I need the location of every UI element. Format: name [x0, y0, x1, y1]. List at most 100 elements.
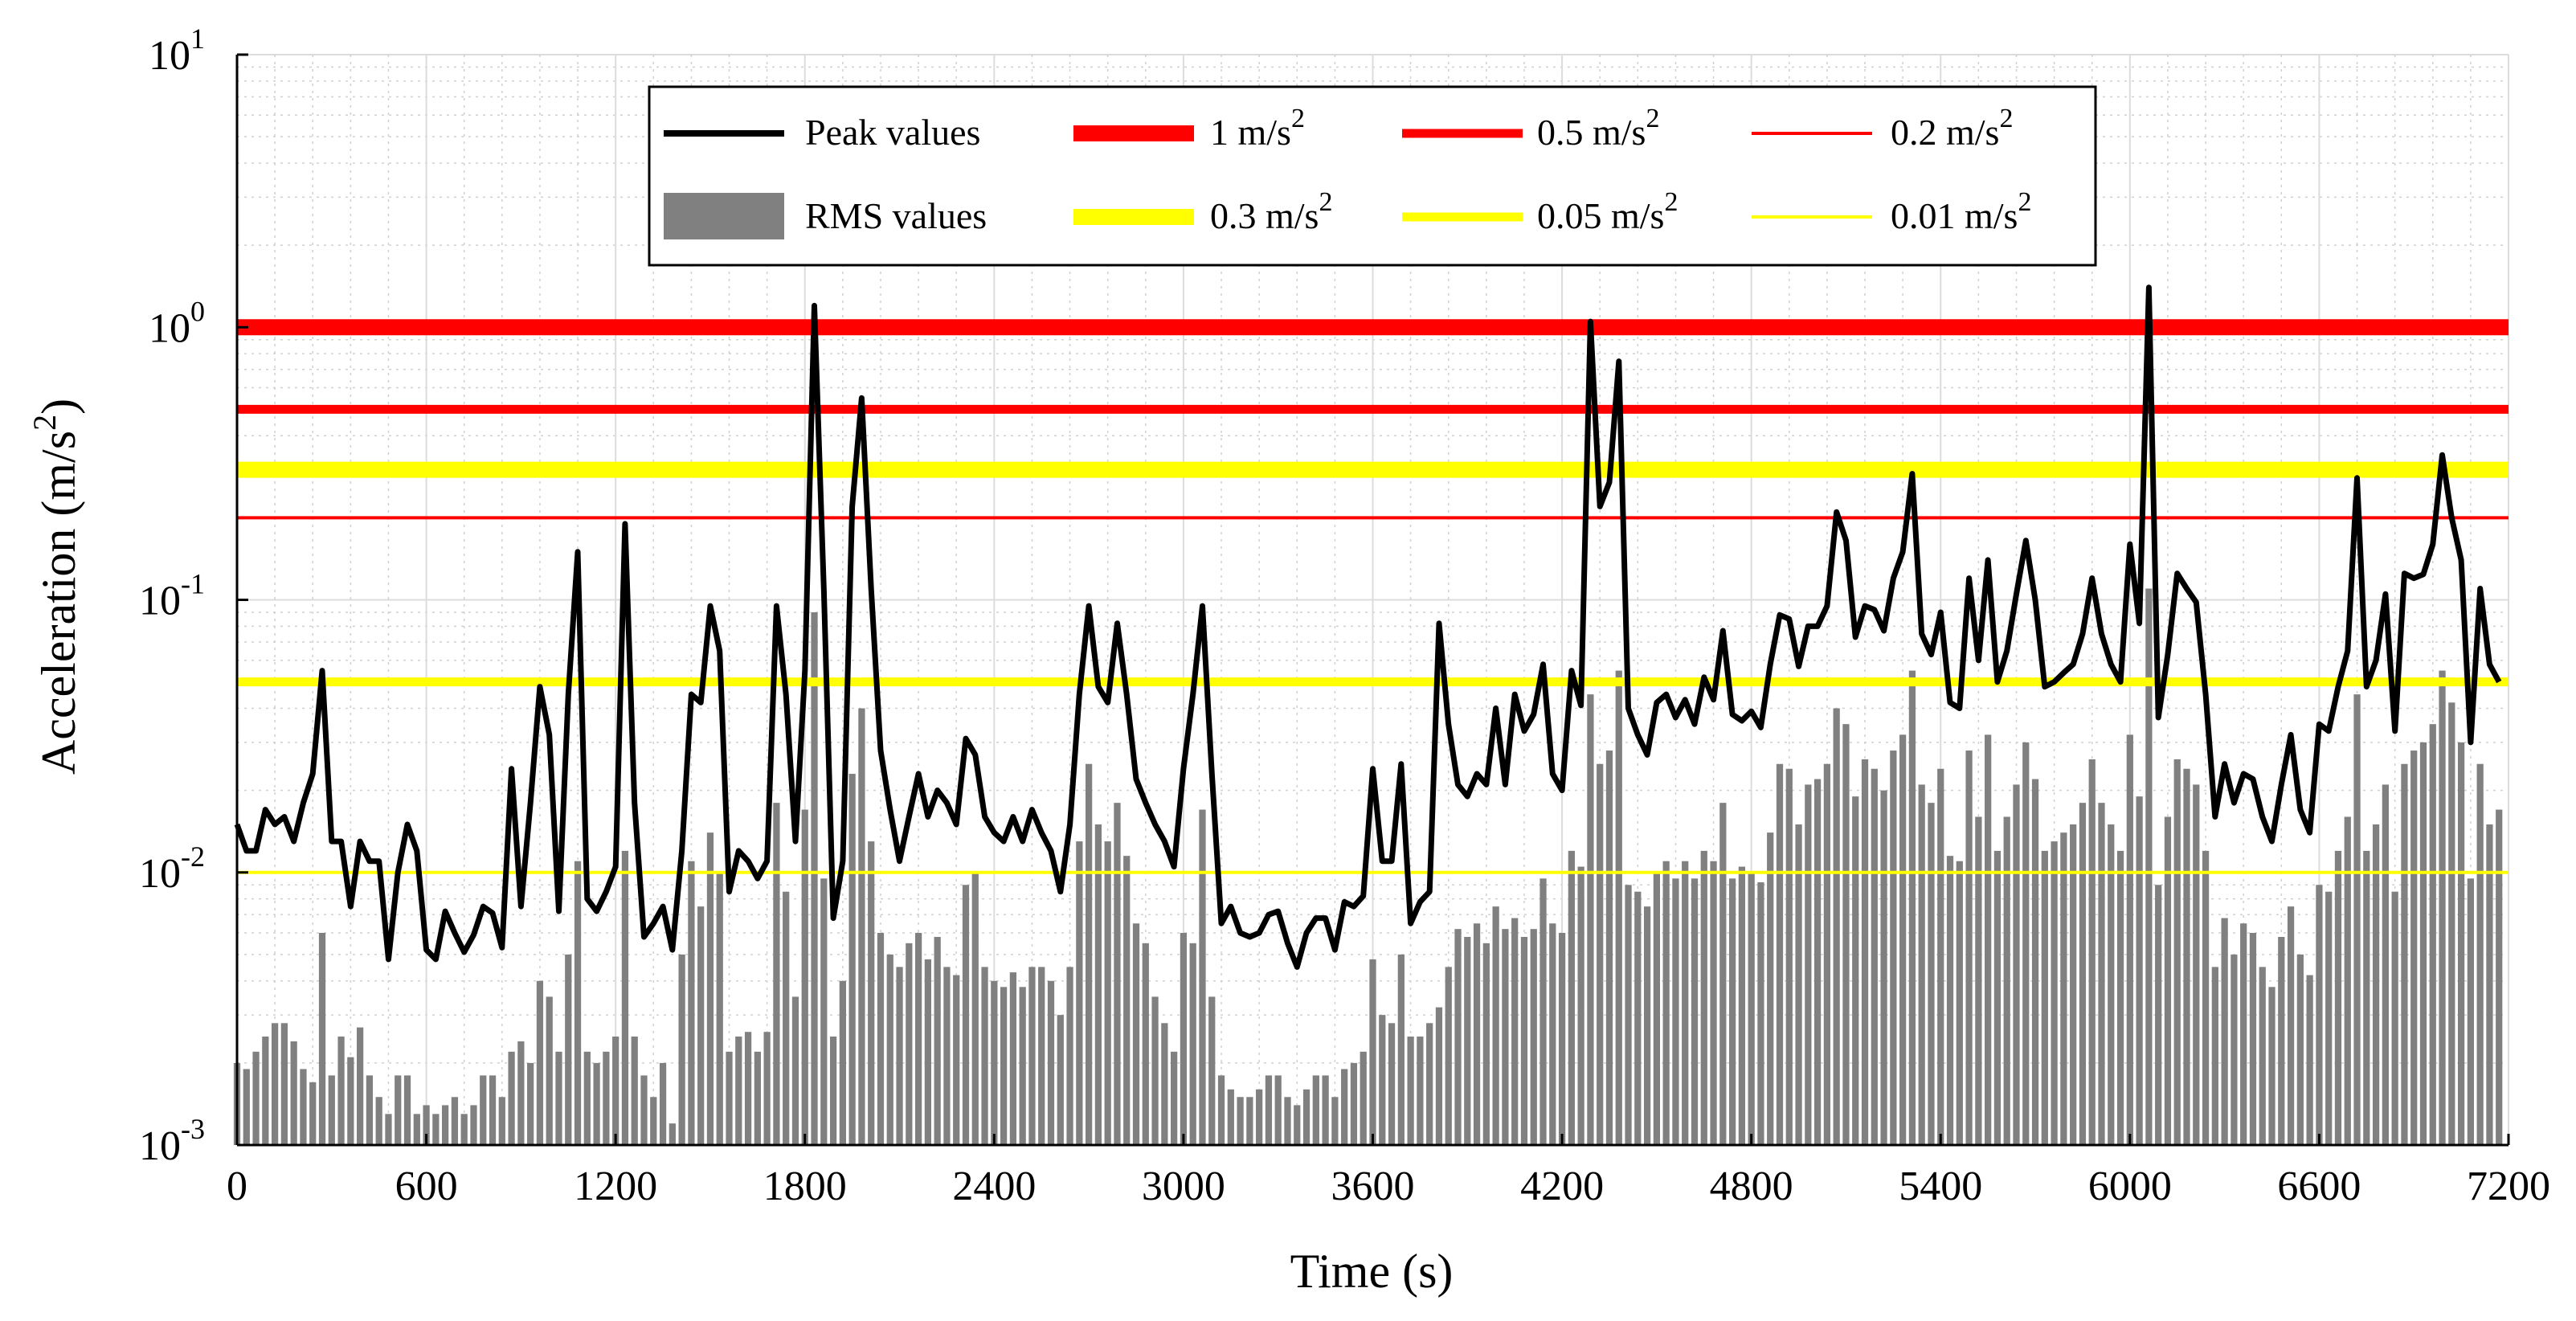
rms-bar — [1993, 850, 2002, 1145]
rms-bar — [848, 774, 856, 1145]
rms-bar — [442, 1105, 449, 1145]
rms-bar — [981, 967, 988, 1145]
rms-bar — [2372, 824, 2380, 1145]
x-tick-label: 5400 — [1899, 1164, 1982, 1209]
rms-bar — [2136, 796, 2143, 1145]
rms-bar — [744, 1032, 752, 1145]
rms-bar — [1871, 768, 1878, 1145]
rms-bar — [650, 1097, 657, 1145]
rms-bar — [2439, 670, 2446, 1145]
rms-bar — [1086, 763, 1093, 1145]
x-tick-label: 7200 — [2467, 1164, 2550, 1209]
rms-bar — [2183, 768, 2190, 1145]
legend-label-text: 0.2 m/s — [1891, 112, 1999, 153]
rms-bar — [1918, 784, 1925, 1145]
rms-bar — [726, 1051, 733, 1145]
rms-bar — [1417, 1036, 1424, 1145]
rms-bar — [1426, 1023, 1433, 1145]
rms-bar — [886, 954, 893, 1145]
y-tick-base: 10 — [139, 579, 181, 624]
rms-bar — [1605, 750, 1613, 1145]
y-tick-exponent: 0 — [190, 295, 205, 327]
rms-bar — [2221, 918, 2228, 1145]
rms-bar — [2486, 824, 2493, 1145]
rms-bar — [1985, 734, 1992, 1145]
rms-bar — [1530, 929, 1537, 1145]
rms-bar — [1256, 1089, 1263, 1145]
rms-bar — [1435, 1007, 1443, 1145]
rms-bar — [1577, 866, 1584, 1145]
rms-bar — [2306, 975, 2313, 1145]
rms-bar — [688, 861, 695, 1145]
rms-bar — [2334, 850, 2342, 1145]
rms-bar — [300, 1069, 307, 1145]
legend-label: 1 m/s2 — [1210, 104, 1305, 153]
rms-bar — [2316, 885, 2323, 1145]
rms-bar — [754, 1051, 761, 1145]
rms-bar — [498, 1097, 505, 1145]
rms-bar — [1908, 670, 1916, 1145]
rms-bar — [943, 967, 951, 1145]
rms-bar — [1682, 861, 1689, 1145]
axes — [235, 53, 2510, 1147]
rms-bar — [924, 959, 932, 1145]
rms-bar — [1502, 929, 1509, 1145]
rms-bar — [366, 1075, 374, 1145]
legend-label-text: 0.3 m/s — [1210, 195, 1319, 236]
rms-bar — [1274, 1075, 1282, 1145]
rms-bar — [621, 850, 629, 1145]
rms-bar — [2448, 702, 2455, 1145]
rms-bar — [1123, 856, 1131, 1145]
rms-bar — [1294, 1105, 1301, 1145]
x-tick-label: 1800 — [763, 1164, 847, 1209]
rms-bar — [1171, 1051, 1178, 1145]
legend-label-text: 0.01 m/s — [1891, 195, 2018, 236]
rms-bar — [868, 841, 875, 1145]
rms-bar — [839, 980, 846, 1145]
rms-bar — [2126, 734, 2133, 1145]
y-tick-label: 10-1 — [139, 568, 205, 624]
rms-bar — [309, 1082, 317, 1145]
rms-bar — [1965, 750, 1973, 1145]
rms-bar — [962, 885, 970, 1145]
x-tick-label: 6000 — [2088, 1164, 2172, 1209]
rms-bar — [583, 1051, 591, 1145]
rms-bar — [1597, 763, 1604, 1145]
rms-bar — [1823, 763, 1831, 1145]
x-tick-label: 600 — [395, 1164, 458, 1209]
rms-bar — [716, 872, 723, 1145]
legend-label-sup: 2 — [1664, 187, 1678, 217]
rms-bar — [2070, 824, 2077, 1145]
rms-bar — [1492, 906, 1499, 1145]
rms-bar — [763, 1032, 771, 1145]
peak-values-line — [234, 284, 2502, 970]
legend-label-sup: 2 — [2018, 187, 2031, 217]
rms-bar — [2108, 824, 2115, 1145]
rms-bar — [508, 1051, 515, 1145]
rms-bar — [2419, 742, 2427, 1145]
x-tick-label: 1200 — [574, 1164, 657, 1209]
rms-bar — [2382, 784, 2389, 1145]
rms-bar — [1142, 943, 1149, 1145]
rms-bar — [1748, 872, 1755, 1145]
rms-bar — [2116, 850, 2124, 1145]
legend-label-text: 1 m/s — [1210, 112, 1291, 153]
rms-bar — [706, 832, 714, 1145]
rms-bar — [1189, 943, 1196, 1145]
rms-bar — [2088, 759, 2096, 1145]
y-tick-base: 10 — [149, 305, 190, 351]
legend-label-text: Peak values — [805, 112, 980, 153]
rms-bar — [2022, 742, 2030, 1145]
legend-label: 0.01 m/s2 — [1891, 187, 2031, 236]
rms-bar — [290, 1041, 297, 1145]
rms-bar — [1558, 933, 1566, 1145]
rms-bar — [1199, 809, 1206, 1145]
rms-bar — [546, 996, 553, 1145]
rms-bar — [2060, 832, 2067, 1145]
peak-line-layer — [234, 284, 2502, 970]
rms-bar — [1852, 796, 1859, 1145]
rms-bar — [1880, 790, 1887, 1145]
rms-bar — [1511, 918, 1519, 1145]
rms-bar — [773, 803, 780, 1145]
rms-bar — [1388, 1023, 1396, 1145]
